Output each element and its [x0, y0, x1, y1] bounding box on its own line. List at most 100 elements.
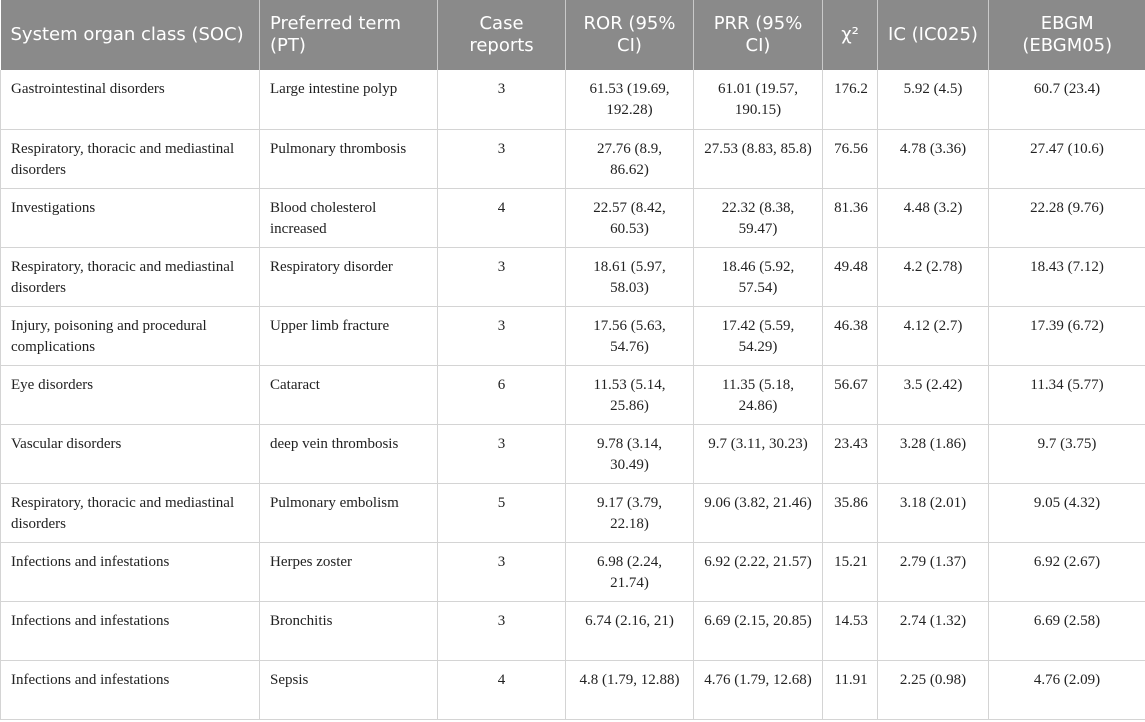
- cell-pt: Large intestine polyp: [259, 70, 438, 130]
- table-header: System organ class (SOC) Preferred term …: [0, 0, 1145, 70]
- cell-chi-square: 49.48: [822, 247, 878, 307]
- cell-ic: 4.12 (2.7): [877, 306, 989, 366]
- cell-pt: Respiratory disorder: [259, 247, 438, 307]
- cell-prr: 27.53 (8.83, 85.8): [693, 129, 823, 189]
- cell-chi-square: 14.53: [822, 601, 878, 661]
- cell-ror: 27.76 (8.9, 86.62): [565, 129, 694, 189]
- header-ic: IC (IC025): [877, 0, 989, 70]
- cell-soc: Respiratory, thoracic and mediastinal di…: [0, 129, 260, 189]
- header-prr: PRR (95% CI): [693, 0, 823, 70]
- table-row: Infections and infestations Bronchitis 3 6.…: [0, 601, 1145, 661]
- cell-ror: 18.61 (5.97, 58.03): [565, 247, 694, 307]
- header-ebgm: EBGM (EBGM05): [988, 0, 1145, 70]
- cell-ebgm: 6.92 (2.67): [988, 542, 1145, 602]
- cell-soc: Infections and infestations: [0, 660, 260, 720]
- cell-prr: 17.42 (5.59, 54.29): [693, 306, 823, 366]
- cell-chi-square: 56.67: [822, 365, 878, 425]
- cell-soc: Vascular disorders: [0, 424, 260, 484]
- table-row: Gastrointestinal disorders Large intestin…: [0, 70, 1145, 130]
- cell-ebgm: 11.34 (5.77): [988, 365, 1145, 425]
- cell-ic: 4.2 (2.78): [877, 247, 989, 307]
- header-soc: System organ class (SOC): [0, 0, 260, 70]
- table-row: Injury, poisoning and procedural complic…: [0, 306, 1145, 366]
- cell-pt: Bronchitis: [259, 601, 438, 661]
- cell-ror: 4.8 (1.79, 12.88): [565, 660, 694, 720]
- cell-pt: deep vein thrombosis: [259, 424, 438, 484]
- cell-prr: 11.35 (5.18, 24.86): [693, 365, 823, 425]
- cell-prr: 22.32 (8.38, 59.47): [693, 188, 823, 248]
- table-row: Infections and infestations Herpes zoster…: [0, 542, 1145, 602]
- cell-ror: 22.57 (8.42, 60.53): [565, 188, 694, 248]
- cell-ebgm: 9.05 (4.32): [988, 483, 1145, 543]
- cell-ebgm: 4.76 (2.09): [988, 660, 1145, 720]
- cell-ebgm: 6.69 (2.58): [988, 601, 1145, 661]
- cell-soc: Infections and infestations: [0, 601, 260, 661]
- header-chi-square: χ²: [822, 0, 878, 70]
- cell-ror: 11.53 (5.14, 25.86): [565, 365, 694, 425]
- cell-pt: Cataract: [259, 365, 438, 425]
- cell-ebgm: 18.43 (7.12): [988, 247, 1145, 307]
- cell-prr: 6.69 (2.15, 20.85): [693, 601, 823, 661]
- cell-ic: 4.48 (3.2): [877, 188, 989, 248]
- cell-pt: Sepsis: [259, 660, 438, 720]
- cell-soc: Eye disorders: [0, 365, 260, 425]
- cell-soc: Gastrointestinal disorders: [0, 70, 260, 130]
- header-ror: ROR (95% CI): [565, 0, 694, 70]
- header-case-reports: Case reports: [437, 0, 566, 70]
- cell-ror: 9.78 (3.14, 30.49): [565, 424, 694, 484]
- cell-ror: 6.98 (2.24, 21.74): [565, 542, 694, 602]
- cell-ic: 2.79 (1.37): [877, 542, 989, 602]
- cell-chi-square: 76.56: [822, 129, 878, 189]
- cell-case-reports: 3: [437, 247, 566, 307]
- cell-ic: 3.28 (1.86): [877, 424, 989, 484]
- cell-soc: Respiratory, thoracic and mediastinal di…: [0, 247, 260, 307]
- cell-soc: Investigations: [0, 188, 260, 248]
- cell-ebgm: 60.7 (23.4): [988, 70, 1145, 130]
- cell-prr: 61.01 (19.57, 190.15): [693, 70, 823, 130]
- cell-prr: 4.76 (1.79, 12.68): [693, 660, 823, 720]
- cell-chi-square: 11.91: [822, 660, 878, 720]
- cell-pt: Herpes zoster: [259, 542, 438, 602]
- cell-prr: 6.92 (2.22, 21.57): [693, 542, 823, 602]
- cell-chi-square: 15.21: [822, 542, 878, 602]
- cell-chi-square: 35.86: [822, 483, 878, 543]
- cell-prr: 9.06 (3.82, 21.46): [693, 483, 823, 543]
- table-row: Eye disorders Cataract 6 11.53 (5.14, 25.86…: [0, 365, 1145, 425]
- cell-case-reports: 5: [437, 483, 566, 543]
- cell-ebgm: 17.39 (6.72): [988, 306, 1145, 366]
- cell-ic: 5.92 (4.5): [877, 70, 989, 130]
- cell-ror: 17.56 (5.63, 54.76): [565, 306, 694, 366]
- cell-case-reports: 3: [437, 70, 566, 130]
- cell-prr: 18.46 (5.92, 57.54): [693, 247, 823, 307]
- cell-case-reports: 6: [437, 365, 566, 425]
- cell-ebgm: 9.7 (3.75): [988, 424, 1145, 484]
- cell-ic: 3.5 (2.42): [877, 365, 989, 425]
- cell-case-reports: 3: [437, 306, 566, 366]
- table-row: Investigations Blood cholesterol increase…: [0, 188, 1145, 248]
- cell-case-reports: 3: [437, 542, 566, 602]
- cell-pt: Pulmonary embolism: [259, 483, 438, 543]
- cell-chi-square: 23.43: [822, 424, 878, 484]
- cell-ror: 6.74 (2.16, 21): [565, 601, 694, 661]
- cell-ebgm: 22.28 (9.76): [988, 188, 1145, 248]
- header-row: System organ class (SOC) Preferred term …: [0, 0, 1145, 70]
- cell-ebgm: 27.47 (10.6): [988, 129, 1145, 189]
- table-row: Respiratory, thoracic and mediastinal di…: [0, 247, 1145, 307]
- cell-ic: 2.74 (1.32): [877, 601, 989, 661]
- cell-pt: Blood cholesterol increased: [259, 188, 438, 248]
- table-row: Vascular disorders deep vein thrombosis 3 9…: [0, 424, 1145, 484]
- header-pt: Preferred term (PT): [259, 0, 438, 70]
- table-row: Respiratory, thoracic and mediastinal di…: [0, 483, 1145, 543]
- cell-pt: Pulmonary thrombosis: [259, 129, 438, 189]
- cell-chi-square: 176.2: [822, 70, 878, 130]
- cell-case-reports: 4: [437, 188, 566, 248]
- cell-pt: Upper limb fracture: [259, 306, 438, 366]
- cell-ic: 2.25 (0.98): [877, 660, 989, 720]
- cell-ror: 61.53 (19.69, 192.28): [565, 70, 694, 130]
- cell-case-reports: 3: [437, 424, 566, 484]
- cell-case-reports: 3: [437, 601, 566, 661]
- cell-ic: 4.78 (3.36): [877, 129, 989, 189]
- cell-ror: 9.17 (3.79, 22.18): [565, 483, 694, 543]
- table-row: Respiratory, thoracic and mediastinal di…: [0, 129, 1145, 189]
